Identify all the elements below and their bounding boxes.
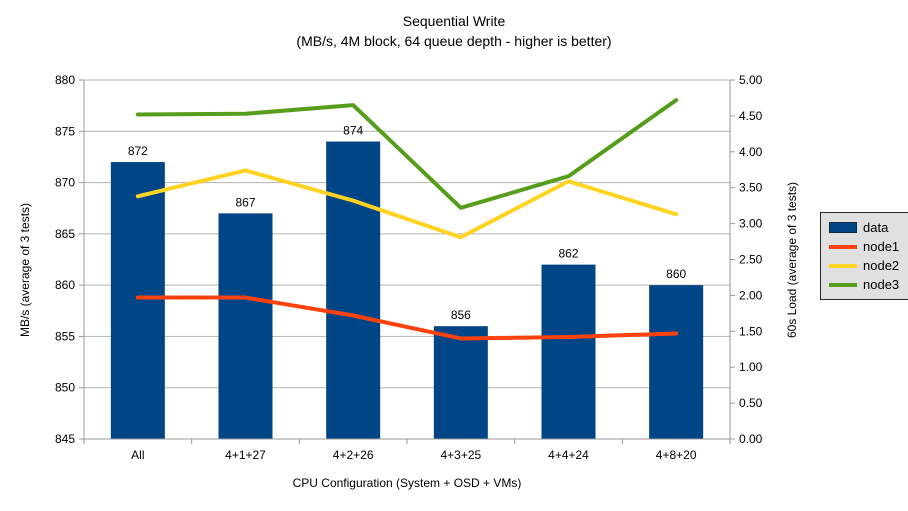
bar-value-label: 874 (343, 124, 363, 138)
left-tick-label: 860 (55, 278, 75, 292)
legend: data node1 node2 node3 (820, 212, 908, 300)
bar-All (110, 162, 165, 440)
series-line-node3 (135, 98, 679, 210)
bar-4+4+24 (541, 264, 596, 439)
right-tick-label: 3.00 (739, 217, 763, 231)
legend-entry-node3: node3 (829, 277, 899, 292)
legend-label: node3 (863, 277, 900, 292)
legend-entry-data: data (829, 220, 899, 235)
bar-4+1+27 (218, 213, 273, 439)
right-tick-label: 0.00 (739, 432, 763, 446)
legend-label: data (863, 220, 889, 235)
right-axis-title: 60s Load (average of 3 tests) (785, 181, 799, 339)
right-tick-label: 3.50 (739, 181, 763, 195)
legend-label: node2 (863, 258, 900, 273)
legend-swatch-node3 (829, 282, 857, 287)
right-tick-label: 2.50 (739, 253, 763, 267)
category-label: 4+1+27 (225, 448, 266, 462)
bar-value-label: 872 (128, 144, 148, 158)
category-label: 4+8+20 (656, 448, 697, 462)
chart-subtitle: (MB/s, 4M block, 64 queue depth - higher… (296, 33, 612, 49)
category-label: 4+3+25 (440, 448, 481, 462)
category-label: All (131, 448, 144, 462)
legend-swatch-node2 (829, 263, 857, 268)
bar-4+2+26 (326, 141, 381, 440)
legend-label: node1 (863, 239, 900, 254)
legend-swatch-node1 (829, 244, 857, 249)
left-tick-label: 850 (55, 381, 75, 395)
series-line-node2 (135, 168, 679, 240)
right-tick-label: 1.50 (739, 324, 763, 338)
bar-value-label: 867 (235, 195, 255, 209)
legend-swatch-data (829, 222, 857, 233)
left-tick-label: 855 (55, 329, 75, 343)
left-tick-label: 845 (55, 432, 75, 446)
bar-4+3+25 (433, 326, 488, 439)
x-axis-title: CPU Configuration (System + OSD + VMs) (292, 476, 522, 490)
legend-entry-node2: node2 (829, 258, 899, 273)
right-tick-label: 4.00 (739, 145, 763, 159)
right-tick-label: 5.00 (739, 73, 763, 87)
bar-4+8+20 (649, 285, 704, 439)
left-axis-title: MB/s (average of 3 tests) (18, 202, 32, 338)
left-tick-label: 865 (55, 227, 75, 241)
bar-value-label: 856 (451, 308, 471, 322)
left-tick-label: 870 (55, 176, 75, 190)
chart-title: Sequential Write (402, 13, 506, 29)
left-tick-label: 880 (55, 73, 75, 87)
right-tick-label: 4.50 (739, 109, 763, 123)
legend-entry-node1: node1 (829, 239, 899, 254)
right-tick-label: 1.00 (739, 360, 763, 374)
bar-value-label: 862 (558, 247, 578, 261)
right-tick-label: 2.00 (739, 288, 763, 302)
category-label: 4+4+24 (548, 448, 589, 462)
left-tick-label: 875 (55, 124, 75, 138)
bar-value-label: 860 (666, 267, 686, 281)
series-line-node1 (135, 295, 679, 341)
right-tick-label: 0.50 (739, 396, 763, 410)
category-label: 4+2+26 (333, 448, 374, 462)
